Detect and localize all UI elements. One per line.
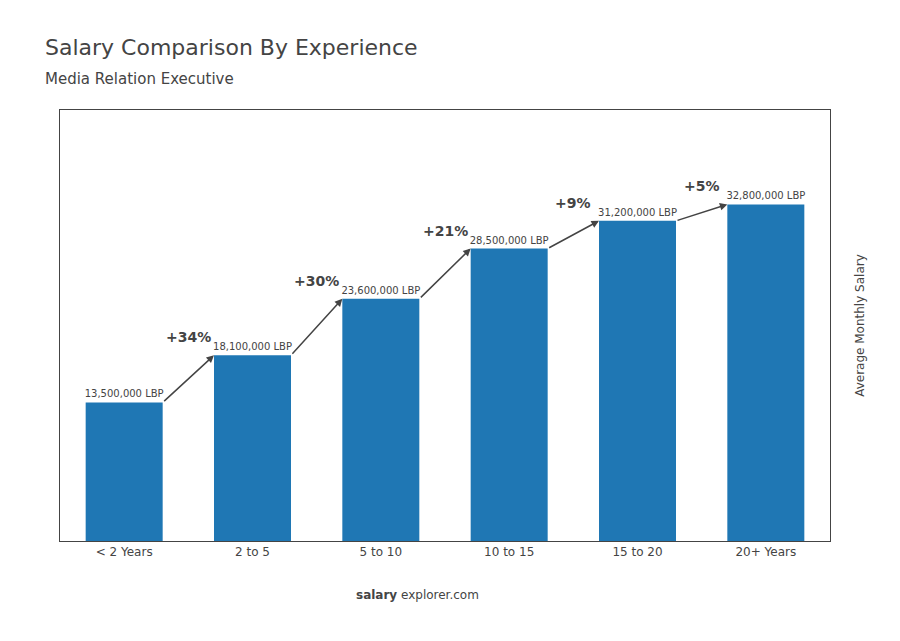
svg-text:+30%: +30%	[294, 273, 339, 289]
svg-text:5 to 10: 5 to 10	[360, 545, 403, 559]
svg-text:+34%: +34%	[166, 329, 211, 345]
svg-text:2 to 5: 2 to 5	[235, 545, 270, 559]
svg-text:20+ Years: 20+ Years	[735, 545, 796, 559]
svg-text:31,200,000 LBP: 31,200,000 LBP	[598, 207, 677, 218]
svg-text:23,600,000 LBP: 23,600,000 LBP	[341, 285, 420, 296]
svg-text:28,500,000 LBP: 28,500,000 LBP	[470, 235, 549, 246]
svg-text:Average Monthly Salary: Average Monthly Salary	[853, 254, 867, 397]
svg-text:Media Relation Executive: Media Relation Executive	[45, 70, 234, 88]
svg-text:32,800,000 LBP: 32,800,000 LBP	[726, 190, 805, 201]
svg-text:Salary Comparison By Experienc: Salary Comparison By Experience	[45, 35, 418, 60]
svg-text:explorer.com: explorer.com	[401, 588, 479, 602]
svg-text:+21%: +21%	[423, 223, 468, 239]
svg-text:10 to 15: 10 to 15	[484, 545, 534, 559]
svg-text:18,100,000 LBP: 18,100,000 LBP	[213, 341, 292, 352]
svg-text:+9%: +9%	[555, 195, 591, 211]
svg-text:15 to 20: 15 to 20	[612, 545, 662, 559]
svg-text:+5%: +5%	[684, 178, 720, 194]
svg-text:13,500,000 LBP: 13,500,000 LBP	[85, 388, 164, 399]
svg-text:< 2 Years: < 2 Years	[96, 545, 153, 559]
svg-text:salary: salary	[356, 588, 397, 602]
